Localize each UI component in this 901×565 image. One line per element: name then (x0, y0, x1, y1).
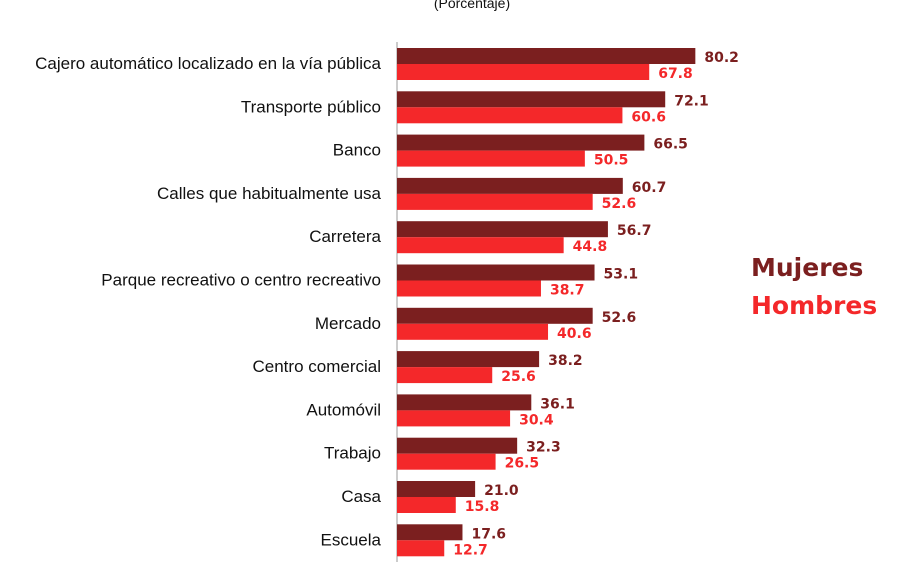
value-label-mujeres-trabajo: 32.3 (526, 440, 561, 456)
bar-hombres-calles-que-habitualmente-usa (397, 193, 593, 210)
legend: Mujeres Hombres (751, 253, 877, 320)
category-label-parque-recreativo-o-centro-recreativo: Parque recreativo o centro recreativo (101, 271, 381, 290)
value-label-mujeres-carretera: 56.7 (617, 223, 652, 239)
value-label-mujeres-mercado: 52.6 (602, 310, 637, 326)
bar-hombres-casa (397, 497, 456, 513)
bar-mujeres-calles-que-habitualmente-usa (397, 177, 623, 194)
bar-mujeres-transporte-publico (397, 91, 666, 108)
category-label-cajero-automatico-localizado-en-la-via-publica: Cajero automático localizado en la vía p… (35, 54, 381, 73)
value-label-mujeres-transporte-publico: 72.1 (674, 93, 709, 109)
value-label-hombres-transporte-publico: 60.6 (631, 109, 666, 125)
value-label-mujeres-banco: 66.5 (653, 137, 688, 153)
category-label-automovil: Automóvil (306, 400, 381, 419)
category-label-centro-comercial: Centro comercial (253, 357, 382, 376)
value-label-mujeres-calles-que-habitualmente-usa: 60.7 (632, 180, 667, 196)
bar-mujeres-parque-recreativo-o-centro-recreativo (397, 264, 595, 281)
value-label-mujeres-casa: 21.0 (484, 483, 519, 499)
value-label-mujeres-automovil: 36.1 (540, 396, 575, 412)
category-label-transporte-publico: Transporte público (241, 97, 381, 116)
bar-hombres-automovil (397, 410, 511, 427)
value-label-mujeres-cajero-automatico-localizado-en-la-via-publica: 80.2 (704, 50, 739, 66)
bar-mujeres-automovil (397, 394, 532, 411)
value-label-hombres-carretera: 44.8 (573, 239, 608, 255)
bar-hombres-transporte-publico (397, 107, 623, 124)
category-label-calles-que-habitualmente-usa: Calles que habitualmente usa (157, 184, 382, 203)
bar-mujeres-casa (397, 481, 476, 497)
legend-item-mujeres: Mujeres (751, 253, 863, 282)
bar-hombres-banco (397, 150, 585, 167)
value-label-hombres-automovil: 30.4 (519, 412, 554, 428)
value-label-hombres-calles-que-habitualmente-usa: 52.6 (602, 196, 637, 212)
value-label-hombres-escuela: 12.7 (453, 542, 488, 558)
bar-hombres-mercado (397, 323, 549, 340)
bar-mujeres-centro-comercial (397, 351, 540, 368)
bar-mujeres-escuela (397, 524, 463, 541)
bar-hombres-parque-recreativo-o-centro-recreativo (397, 280, 541, 297)
bar-mujeres-carretera (397, 221, 608, 238)
value-label-hombres-casa: 15.8 (465, 499, 500, 515)
value-label-mujeres-parque-recreativo-o-centro-recreativo: 53.1 (604, 267, 639, 283)
bar-hombres-escuela (397, 540, 445, 557)
category-label-banco: Banco (333, 141, 381, 160)
bar-hombres-centro-comercial (397, 367, 493, 384)
category-label-casa: Casa (341, 487, 381, 506)
bars-group: Cajero automático localizado en la vía p… (35, 48, 739, 558)
value-label-hombres-parque-recreativo-o-centro-recreativo: 38.7 (550, 283, 585, 299)
value-label-hombres-banco: 50.5 (594, 153, 629, 169)
value-label-hombres-centro-comercial: 25.6 (501, 369, 536, 385)
value-label-mujeres-escuela: 17.6 (471, 526, 506, 542)
value-label-mujeres-centro-comercial: 38.2 (548, 353, 583, 369)
value-label-hombres-mercado: 40.6 (557, 326, 592, 342)
category-label-mercado: Mercado (315, 314, 381, 333)
bar-hombres-carretera (397, 237, 564, 254)
value-label-hombres-trabajo: 26.5 (505, 456, 540, 472)
bar-mujeres-trabajo (397, 437, 518, 454)
chart-subtitle: (Porcentaje) (434, 0, 510, 11)
bar-mujeres-cajero-automatico-localizado-en-la-via-publica (397, 48, 696, 64)
category-label-escuela: Escuela (321, 530, 382, 549)
category-label-trabajo: Trabajo (324, 444, 381, 463)
bar-hombres-trabajo (397, 453, 496, 470)
bar-hombres-cajero-automatico-localizado-en-la-via-publica (397, 64, 650, 80)
bar-mujeres-mercado (397, 307, 593, 324)
value-label-hombres-cajero-automatico-localizado-en-la-via-publica: 67.8 (658, 66, 693, 82)
legend-item-hombres: Hombres (751, 291, 877, 320)
category-label-carretera: Carretera (309, 227, 381, 246)
bar-mujeres-banco (397, 134, 645, 151)
